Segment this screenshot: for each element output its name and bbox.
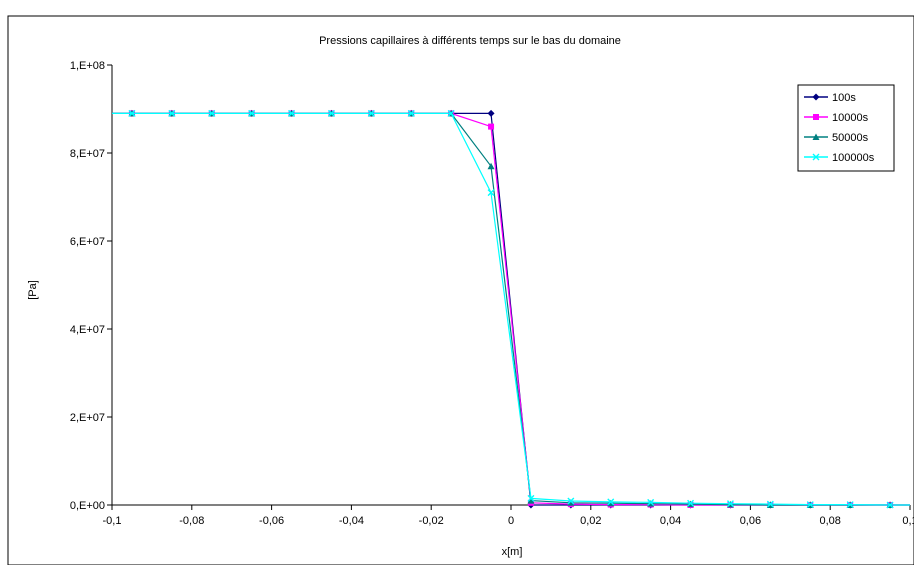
legend-swatch-marker (812, 93, 820, 101)
data-point-100000s (248, 109, 256, 117)
data-point-100000s (168, 109, 176, 117)
legend-swatch-marker (812, 133, 820, 140)
data-point-50000s (527, 497, 535, 504)
data-point-100000s (208, 109, 216, 117)
x-tick-label: 0,08 (819, 515, 840, 527)
x-tick-label: -0,1 (103, 515, 122, 527)
x-tick-label: -0,08 (179, 515, 204, 527)
data-point-100000s (607, 498, 615, 506)
data-point-100000s (128, 109, 136, 117)
series-line-100000s (112, 112, 910, 506)
series-layer (112, 109, 910, 509)
data-point-10000s (488, 123, 495, 130)
data-point-100000s (447, 109, 455, 117)
x-tick-label: 0,02 (580, 515, 601, 527)
data-point-100000s (726, 500, 734, 508)
data-point-100000s (327, 109, 335, 117)
x-tick-label: 0,1 (902, 515, 914, 527)
x-tick-label: 0,04 (660, 515, 681, 527)
data-point-100000s (766, 500, 774, 508)
data-point-100s (487, 109, 495, 117)
data-point-50000s (487, 162, 495, 170)
y-tick-label: 8,E+07 (70, 148, 105, 160)
data-point-100000s (687, 499, 695, 507)
legend-swatch-marker (812, 153, 820, 161)
data-point-100000s (806, 501, 814, 509)
x-tick-label: 0,06 (740, 515, 761, 527)
x-tick-label: -0,06 (259, 515, 284, 527)
data-point-100000s (527, 494, 535, 502)
y-tick-label: 0,E+00 (70, 500, 105, 512)
y-tick-label: 2,E+07 (70, 412, 105, 424)
legend-label: 100000s (832, 152, 875, 164)
x-tick-label: -0,02 (419, 515, 444, 527)
chart-border (7, 15, 914, 566)
y-axis-label: [Pa] (27, 280, 39, 300)
legend: 100s 10000s 50000s 100000s (797, 84, 895, 172)
x-axis-label: x[m] (502, 546, 523, 558)
chart-title: Pressions capillaires à différents temps… (319, 35, 621, 47)
data-point-100000s (407, 109, 415, 117)
data-point-100000s (487, 189, 495, 197)
data-point-100000s (567, 497, 575, 505)
data-point-100000s (846, 501, 854, 509)
data-point-100000s (367, 109, 375, 117)
legend-label: 50000s (832, 132, 869, 144)
data-point-50000s (567, 499, 575, 506)
data-point-100000s (288, 109, 296, 117)
data-point-100000s (886, 501, 894, 509)
x-tick-label: -0,04 (339, 515, 364, 527)
y-tick-label: 4,E+07 (70, 324, 105, 336)
y-tick-label: 6,E+07 (70, 236, 105, 248)
axes: 0,E+00 2,E+07 4,E+07 6,E+07 8,E+07 1,E+08 -0,1… (70, 60, 914, 527)
x-tick-label: 0 (508, 515, 514, 527)
legend-swatch-marker (813, 114, 819, 120)
series-100000s (112, 109, 910, 509)
legend-label: 100s (832, 92, 856, 104)
data-point-100000s (647, 498, 655, 506)
y-tick-label: 1,E+08 (70, 60, 105, 72)
legend-label: 10000s (832, 112, 869, 124)
